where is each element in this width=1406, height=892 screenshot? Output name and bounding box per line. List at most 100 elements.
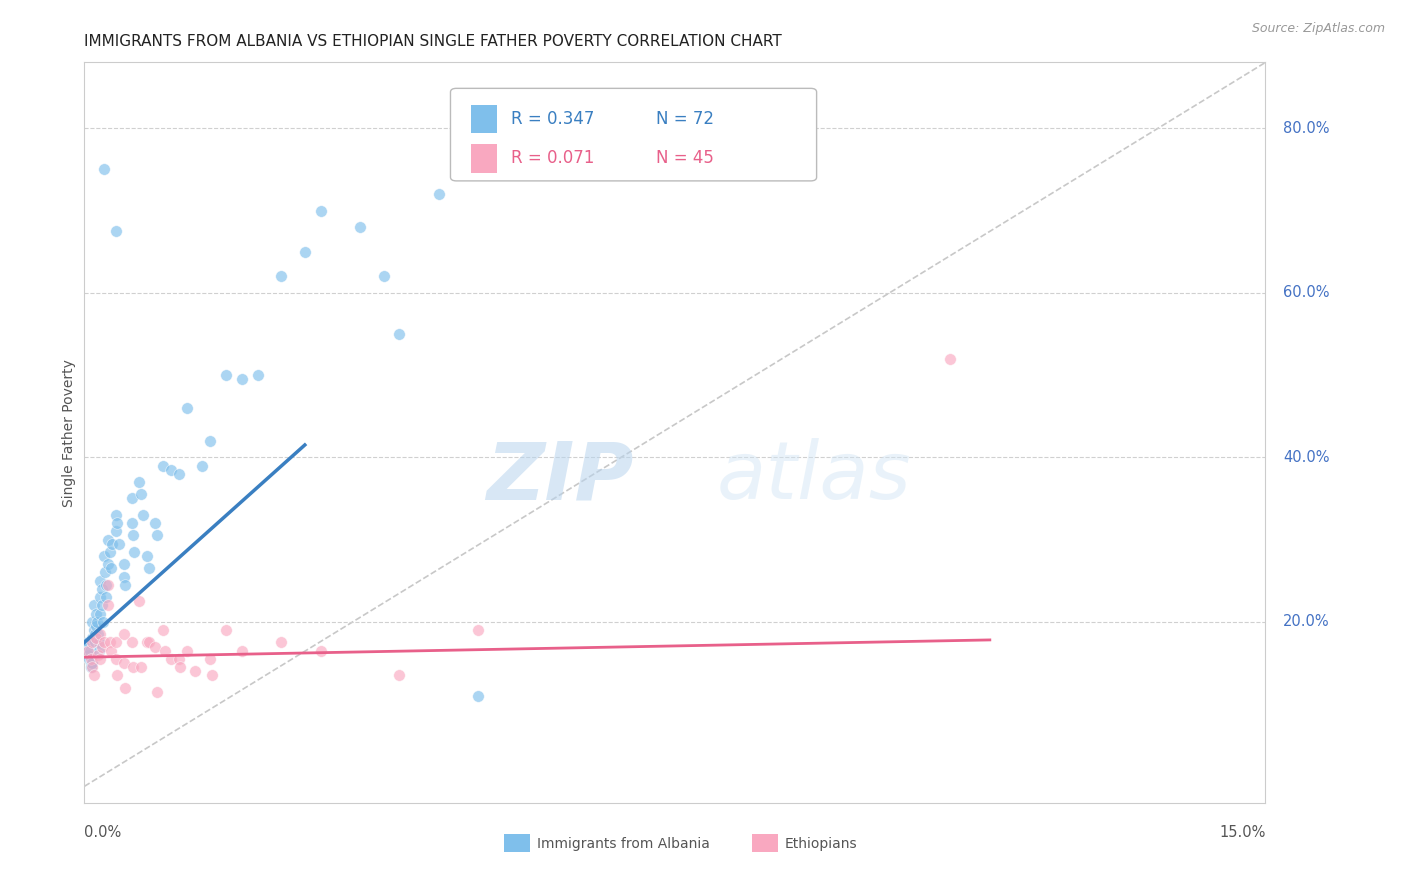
Text: N = 72: N = 72: [657, 111, 714, 128]
Point: [87, 648, 110, 662]
Point: [939, 351, 962, 366]
Point: [108, 536, 131, 550]
Point: [82, 656, 104, 670]
Point: [467, 689, 489, 703]
Point: [114, 681, 136, 695]
Text: N = 45: N = 45: [657, 150, 714, 168]
Point: [89, 574, 111, 588]
Point: [97, 599, 120, 613]
Point: [101, 536, 124, 550]
Point: [153, 643, 176, 657]
Point: [200, 652, 222, 666]
Point: [100, 561, 122, 575]
Point: [169, 660, 191, 674]
Text: R = 0.347: R = 0.347: [510, 111, 595, 128]
Point: [89, 590, 111, 604]
Point: [76, 640, 98, 654]
Point: [114, 578, 136, 592]
Point: [82, 615, 104, 629]
Point: [388, 668, 411, 682]
FancyBboxPatch shape: [503, 834, 530, 853]
Point: [138, 635, 160, 649]
Point: [104, 635, 127, 649]
Text: Immigrants from Albania: Immigrants from Albania: [537, 837, 710, 850]
Point: [128, 475, 150, 489]
Point: [183, 664, 205, 678]
Point: [427, 187, 450, 202]
Point: [215, 623, 238, 637]
Point: [76, 635, 98, 649]
Point: [349, 219, 371, 234]
Point: [89, 607, 111, 621]
Point: [112, 558, 135, 572]
Point: [112, 656, 135, 670]
Point: [82, 635, 104, 649]
Point: [98, 545, 121, 559]
Point: [91, 615, 114, 629]
Point: [231, 372, 253, 386]
Text: R = 0.071: R = 0.071: [510, 150, 595, 168]
Point: [96, 590, 118, 604]
Point: [136, 635, 159, 649]
Point: [82, 660, 104, 674]
FancyBboxPatch shape: [471, 105, 496, 134]
Point: [201, 668, 224, 682]
Point: [94, 578, 117, 592]
Point: [191, 458, 214, 473]
Point: [294, 244, 316, 259]
Point: [122, 545, 145, 559]
Point: [112, 569, 135, 583]
Point: [80, 660, 103, 674]
Point: [83, 599, 105, 613]
Point: [167, 652, 190, 666]
Point: [246, 368, 269, 382]
Point: [83, 627, 105, 641]
Point: [104, 524, 127, 539]
Point: [84, 635, 107, 649]
Point: [77, 648, 100, 662]
Point: [121, 516, 143, 530]
Point: [129, 487, 152, 501]
Point: [94, 566, 117, 580]
Point: [112, 627, 135, 641]
Point: [104, 508, 127, 522]
Point: [215, 368, 238, 382]
Point: [160, 652, 183, 666]
Text: Source: ZipAtlas.com: Source: ZipAtlas.com: [1251, 22, 1385, 36]
Point: [97, 578, 120, 592]
Text: ZIP: ZIP: [486, 438, 634, 516]
Point: [89, 643, 111, 657]
Point: [98, 635, 121, 649]
Point: [84, 619, 107, 633]
FancyBboxPatch shape: [752, 834, 778, 853]
Text: 15.0%: 15.0%: [1219, 825, 1265, 840]
Point: [87, 627, 110, 641]
Point: [143, 640, 166, 654]
Point: [107, 516, 129, 530]
Point: [93, 635, 115, 649]
Point: [83, 668, 105, 682]
Text: 40.0%: 40.0%: [1284, 450, 1330, 465]
Point: [467, 623, 489, 637]
Point: [77, 652, 100, 666]
Point: [136, 549, 159, 563]
Point: [231, 643, 253, 657]
Point: [138, 561, 160, 575]
Text: 80.0%: 80.0%: [1284, 120, 1330, 136]
Point: [79, 643, 101, 657]
Text: atlas: atlas: [716, 438, 911, 516]
Point: [176, 643, 198, 657]
Point: [373, 269, 395, 284]
Text: 60.0%: 60.0%: [1284, 285, 1330, 301]
Point: [79, 652, 101, 666]
Point: [79, 656, 101, 670]
Point: [200, 434, 222, 448]
Point: [152, 623, 174, 637]
Point: [83, 623, 105, 637]
FancyBboxPatch shape: [471, 145, 496, 172]
Text: 20.0%: 20.0%: [1284, 615, 1330, 630]
Y-axis label: Single Father Poverty: Single Father Poverty: [62, 359, 76, 507]
Point: [121, 491, 143, 506]
Point: [122, 660, 145, 674]
Point: [90, 582, 112, 596]
